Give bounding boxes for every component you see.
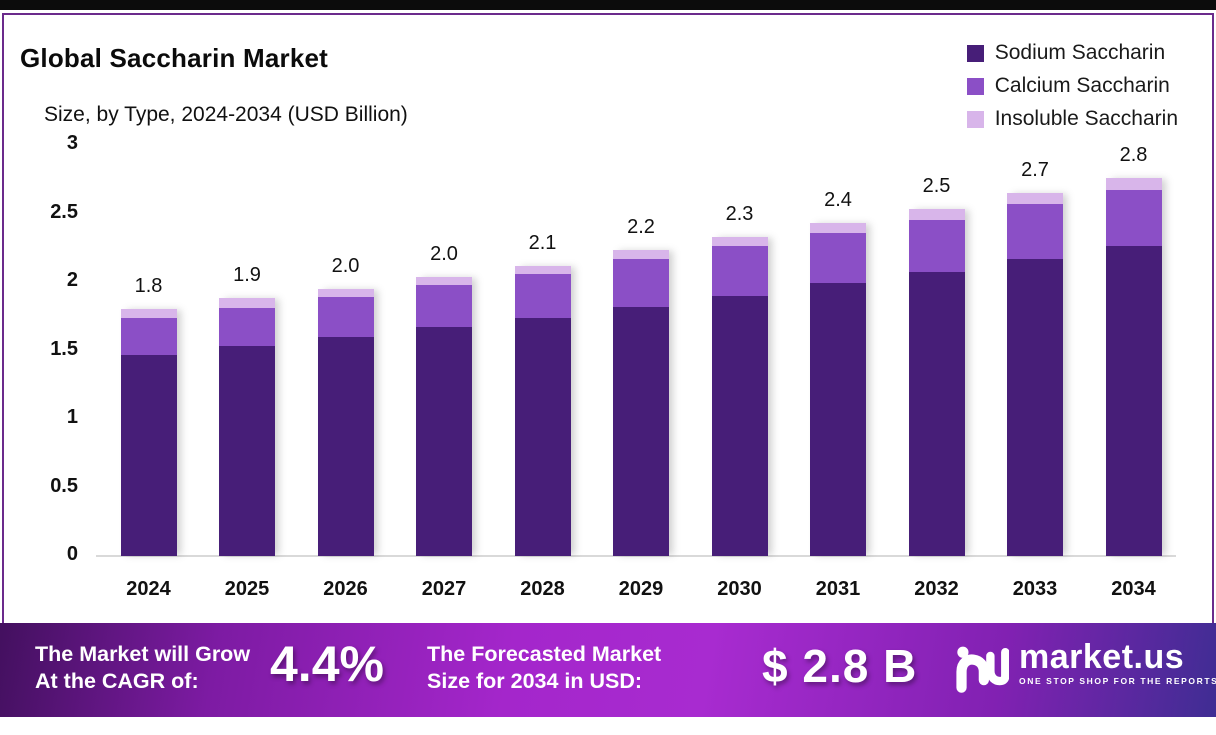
forecast-label-line2: Size for 2034 in USD: — [427, 669, 643, 693]
legend-item-insoluble-saccharin: Insoluble Saccharin — [966, 107, 1178, 131]
cagr-label-line1: The Market will Grow — [35, 642, 251, 666]
marketus-logo-text: market.us ONE STOP SHOP FOR THE REPORTS — [1019, 639, 1216, 686]
legend-label: Sodium Saccharin — [994, 41, 1166, 64]
cagr-value: 4.4% — [270, 636, 384, 692]
legend-label: Calcium Saccharin — [994, 74, 1170, 97]
legend-swatch-icon — [966, 110, 984, 128]
footer-banner: The Market will Grow At the CAGR of: 4.4… — [0, 623, 1216, 717]
marketus-logo-tagline: ONE STOP SHOP FOR THE REPORTS — [1019, 676, 1216, 686]
marketus-logo: market.us ONE STOP SHOP FOR THE REPORTS — [955, 639, 1216, 695]
chart-frame: Global Saccharin Market Size, by Type, 2… — [2, 13, 1214, 658]
forecast-label-line1: The Forecasted Market — [427, 642, 662, 666]
forecast-label: The Forecasted Market Size for 2034 in U… — [427, 641, 661, 695]
marketus-logo-name: market.us — [1019, 638, 1185, 676]
legend-label: Insoluble Saccharin — [994, 107, 1178, 130]
marketus-swirl-icon — [956, 646, 1009, 693]
legend-item-calcium-saccharin: Calcium Saccharin — [966, 74, 1178, 98]
chart-subtitle: Size, by Type, 2024-2034 (USD Billion) — [44, 103, 408, 126]
legend-item-sodium-saccharin: Sodium Saccharin — [966, 41, 1178, 65]
cagr-label-line2: At the CAGR of: — [35, 669, 199, 693]
legend: Sodium Saccharin Calcium Saccharin Insolub… — [966, 41, 1178, 140]
cagr-label: The Market will Grow At the CAGR of: — [35, 641, 250, 695]
forecast-value: $ 2.8 B — [762, 640, 918, 692]
legend-swatch-icon — [966, 44, 984, 62]
top-black-strip — [0, 0, 1216, 10]
chart-title: Global Saccharin Market — [20, 43, 329, 73]
legend-swatch-icon — [966, 77, 984, 95]
